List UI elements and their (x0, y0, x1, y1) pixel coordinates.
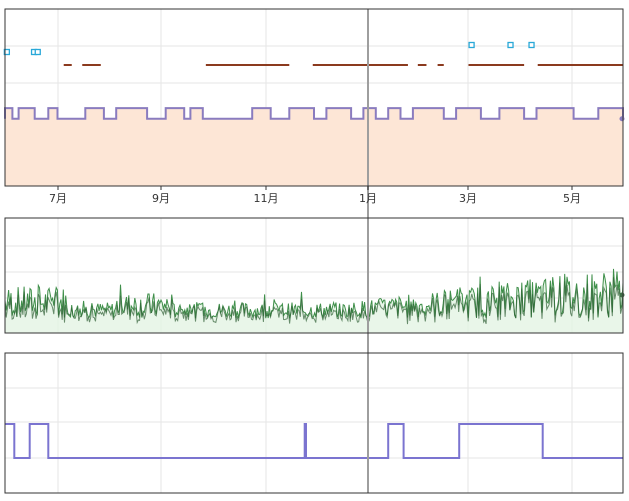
x-tick-label-4: 3月 (459, 192, 477, 205)
x-tick-label-2: 11月 (254, 192, 279, 205)
top-step-area-fill (5, 108, 623, 186)
top-event-marker-3[interactable] (468, 41, 475, 49)
x-tick-label-5: 5月 (563, 192, 581, 205)
mid-frame (4, 217, 624, 334)
bot-frame (4, 352, 624, 494)
bottom-step-line (5, 423, 623, 459)
top-event-marker-2[interactable] (34, 48, 41, 56)
x-tick-label-1: 9月 (152, 192, 170, 205)
top-frame (4, 8, 624, 187)
top-step-line (4, 107, 624, 120)
x-tick-label-3: 1月 (359, 192, 377, 205)
top-event-marker-5[interactable] (528, 41, 535, 49)
x-tick-label-0: 7月 (49, 192, 67, 205)
middle-noisy-line-secondary (4, 277, 624, 325)
middle-end-marker (619, 292, 625, 298)
top-event-marker-4[interactable] (507, 41, 514, 49)
top-event-marker-0[interactable] (3, 48, 11, 56)
top-step-end-marker (619, 116, 625, 122)
